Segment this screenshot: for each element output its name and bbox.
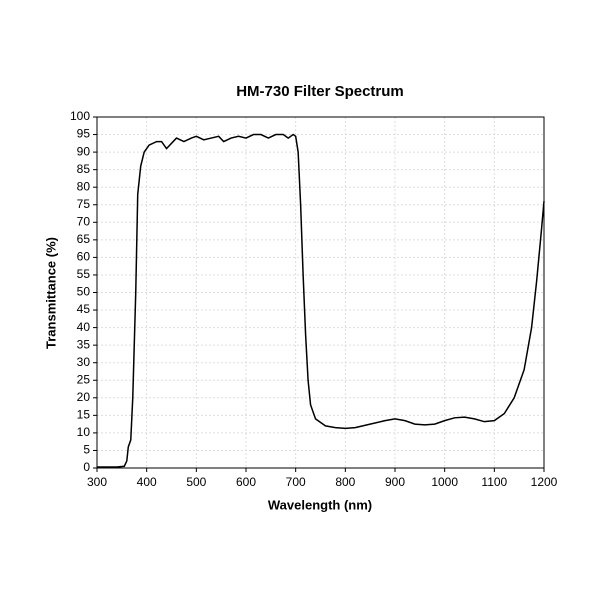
y-tick-label: 10 <box>77 425 91 439</box>
y-tick-label: 90 <box>77 144 91 158</box>
x-tick-label: 700 <box>286 475 306 489</box>
y-tick-label: 100 <box>70 109 90 123</box>
x-tick-label: 900 <box>385 475 405 489</box>
y-tick-label: 95 <box>77 127 91 141</box>
x-tick-label: 400 <box>137 475 157 489</box>
y-tick-label: 35 <box>77 337 91 351</box>
y-tick-label: 60 <box>77 250 91 264</box>
x-tick-label: 1000 <box>431 475 458 489</box>
x-axis-label: Wavelength (nm) <box>268 497 372 512</box>
y-tick-label: 85 <box>77 162 91 176</box>
x-tick-label: 300 <box>87 475 107 489</box>
y-tick-label: 70 <box>77 214 91 228</box>
y-tick-label: 25 <box>77 372 91 386</box>
plot-frame <box>96 116 545 469</box>
y-tick-label: 40 <box>77 320 91 334</box>
y-tick-label: 30 <box>77 355 91 369</box>
y-tick-label: 45 <box>77 302 91 316</box>
y-tick-label: 65 <box>77 232 91 246</box>
y-tick-label: 5 <box>83 443 90 457</box>
y-axis-label: Transmittance (%) <box>43 237 58 349</box>
y-tick-label: 15 <box>77 408 91 422</box>
y-tick-label: 50 <box>77 285 91 299</box>
x-tick-label: 1200 <box>531 475 558 489</box>
y-tick-label: 0 <box>83 460 90 474</box>
data-line <box>97 133 545 468</box>
x-tick-label: 1100 <box>481 475 507 489</box>
y-tick-label: 55 <box>77 267 91 281</box>
y-tick-label: 20 <box>77 390 91 404</box>
y-tick-label: 75 <box>77 197 91 211</box>
x-tick-label: 600 <box>236 475 256 489</box>
x-tick-label: 500 <box>186 475 206 489</box>
chart-title: HM-730 Filter Spectrum <box>236 83 404 100</box>
y-tick-label: 80 <box>77 179 91 193</box>
x-tick-label: 800 <box>335 475 355 489</box>
